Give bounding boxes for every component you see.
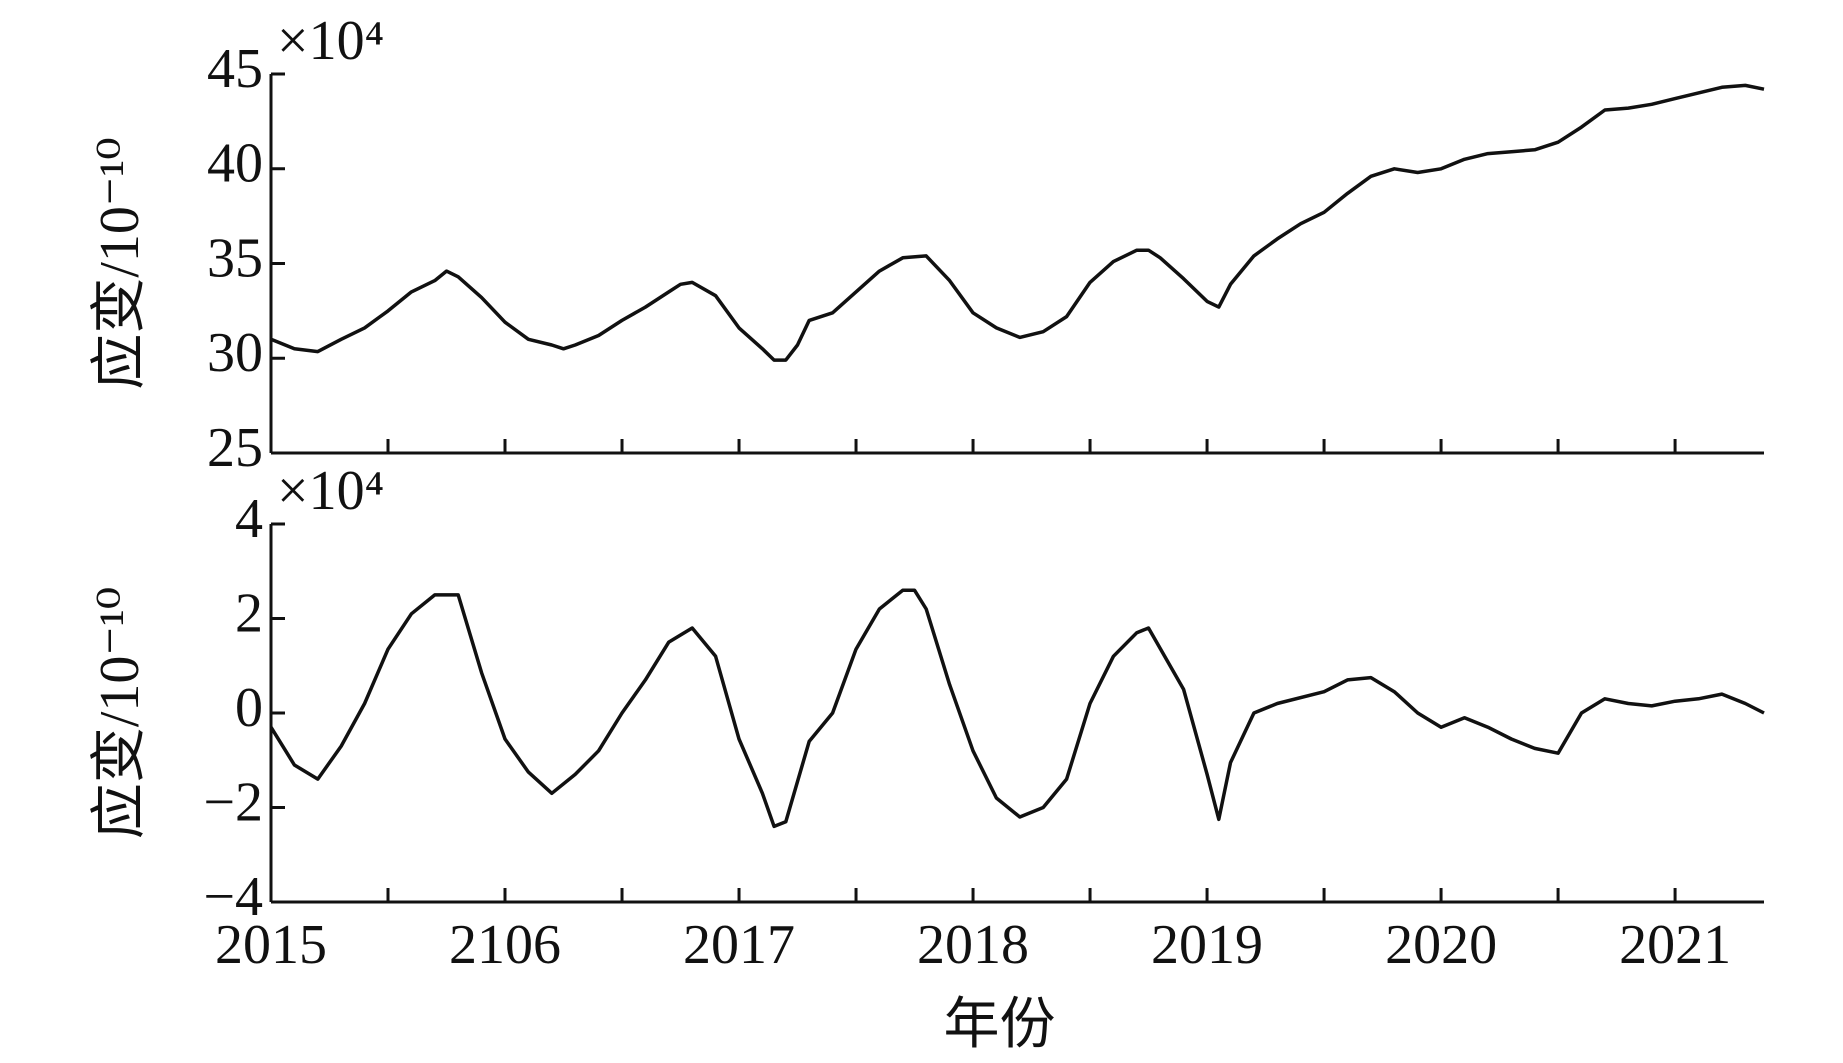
y-multiplier: ×10⁴ [277, 10, 384, 72]
y-multiplier: ×10⁴ [277, 460, 384, 522]
x-tick-label: 2018 [917, 914, 1029, 976]
x-tick-label: 2021 [1619, 914, 1731, 976]
x-tick-label: 2015 [215, 914, 327, 976]
y-tick-label: 30 [207, 322, 263, 384]
y-tick-label: 4 [235, 488, 263, 550]
y-axis-label: 应变/10⁻¹⁰ [89, 587, 151, 839]
data-line [269, 588, 1765, 829]
y-axis-label: 应变/10⁻¹⁰ [89, 137, 151, 389]
y-tick-label: −2 [203, 771, 263, 833]
x-tick-label: 2020 [1385, 914, 1497, 976]
y-tick-label: 2 [235, 582, 263, 644]
data-line [270, 83, 1765, 362]
y-tick-label: 45 [207, 38, 263, 100]
y-tick-label: 25 [207, 417, 263, 479]
x-tick-label: 2106 [449, 914, 561, 976]
x-tick-label: 2019 [1151, 914, 1263, 976]
y-tick-label: −4 [203, 866, 263, 928]
x-axis-label: 年份 [944, 994, 1056, 1056]
y-tick-label: 40 [207, 133, 263, 195]
y-tick-label: 35 [207, 227, 263, 289]
y-tick-label: 0 [235, 677, 263, 739]
x-tick-label: 2017 [683, 914, 795, 976]
